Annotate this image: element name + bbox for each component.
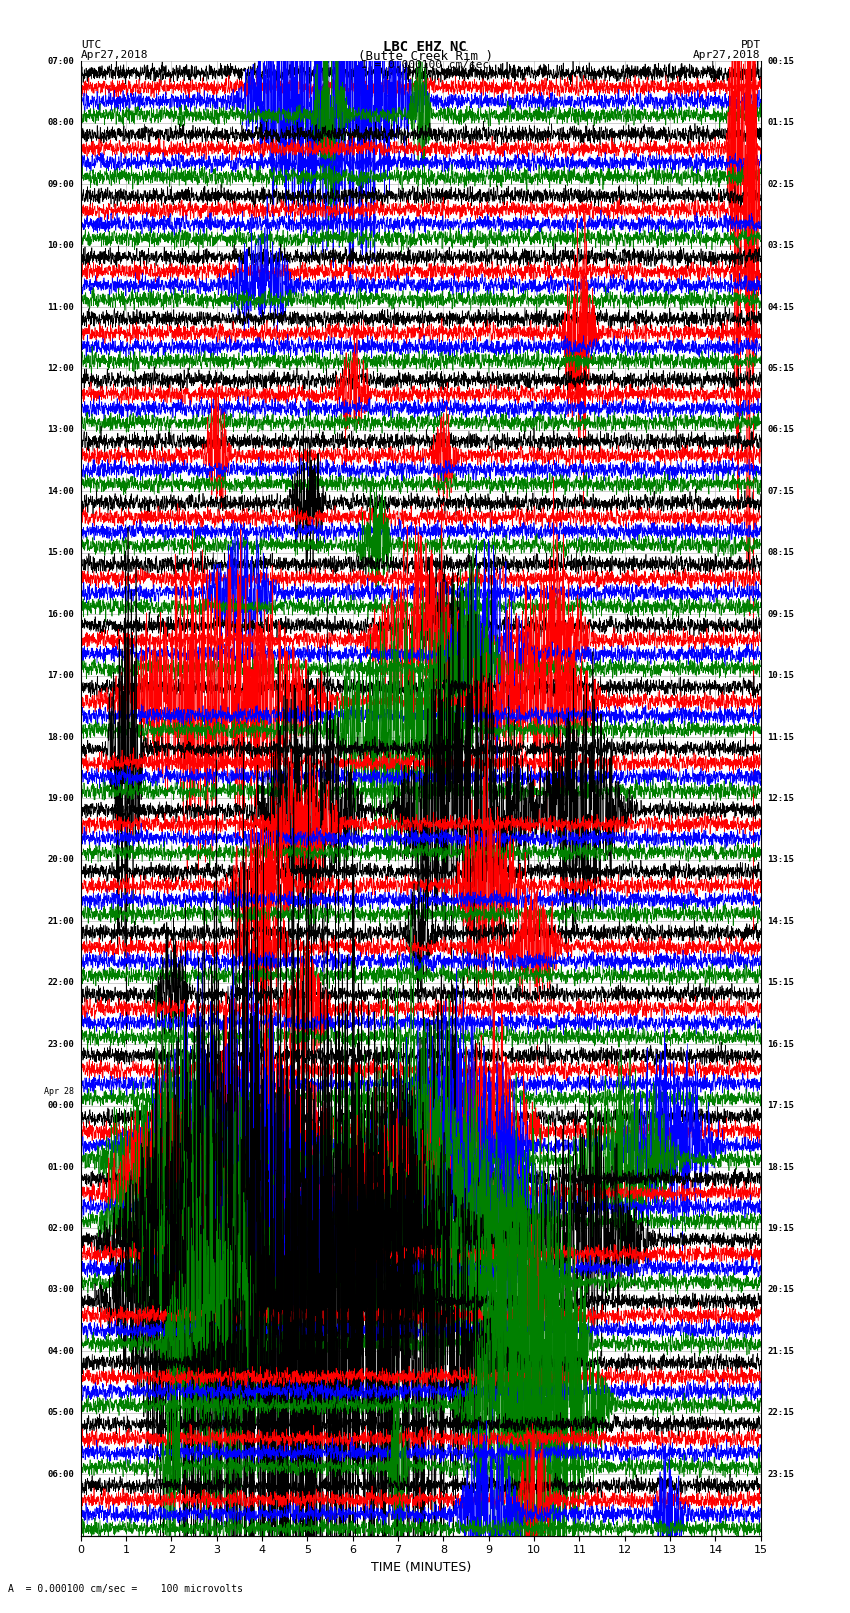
Text: Apr27,2018: Apr27,2018 [694, 50, 761, 60]
Text: 09:00: 09:00 [47, 179, 74, 189]
Text: LBC EHZ NC: LBC EHZ NC [383, 40, 467, 55]
Text: 19:00: 19:00 [47, 794, 74, 803]
Text: (Butte Creek Rim ): (Butte Creek Rim ) [358, 50, 492, 63]
Text: 14:00: 14:00 [47, 487, 74, 495]
Text: 02:00: 02:00 [47, 1224, 74, 1232]
Text: 09:15: 09:15 [768, 610, 795, 619]
Text: 08:00: 08:00 [47, 118, 74, 127]
Text: 23:00: 23:00 [47, 1040, 74, 1048]
Text: 22:00: 22:00 [47, 977, 74, 987]
Text: PDT: PDT [740, 40, 761, 50]
Text: 06:00: 06:00 [47, 1469, 74, 1479]
Text: 20:00: 20:00 [47, 855, 74, 865]
Text: 10:00: 10:00 [47, 240, 74, 250]
Text: 01:15: 01:15 [768, 118, 795, 127]
Text: 18:00: 18:00 [47, 732, 74, 742]
Text: 13:00: 13:00 [47, 426, 74, 434]
Text: 19:15: 19:15 [768, 1224, 795, 1232]
Text: 01:00: 01:00 [47, 1163, 74, 1171]
Text: 11:00: 11:00 [47, 303, 74, 311]
Text: 21:00: 21:00 [47, 916, 74, 926]
Text: 04:00: 04:00 [47, 1347, 74, 1357]
Text: 18:15: 18:15 [768, 1163, 795, 1171]
Text: 17:00: 17:00 [47, 671, 74, 681]
Text: 20:15: 20:15 [768, 1286, 795, 1294]
Text: 15:15: 15:15 [768, 977, 795, 987]
Text: 00:00: 00:00 [47, 1102, 74, 1110]
Text: 16:15: 16:15 [768, 1040, 795, 1048]
Text: 06:15: 06:15 [768, 426, 795, 434]
Text: A  = 0.000100 cm/sec =    100 microvolts: A = 0.000100 cm/sec = 100 microvolts [8, 1584, 243, 1594]
Text: 07:00: 07:00 [47, 56, 74, 66]
Text: 11:15: 11:15 [768, 732, 795, 742]
Text: 10:15: 10:15 [768, 671, 795, 681]
Text: 07:15: 07:15 [768, 487, 795, 495]
Text: 00:15: 00:15 [768, 56, 795, 66]
Text: 16:00: 16:00 [47, 610, 74, 619]
Text: 04:15: 04:15 [768, 303, 795, 311]
Text: 12:00: 12:00 [47, 365, 74, 373]
Text: 17:15: 17:15 [768, 1102, 795, 1110]
Text: UTC: UTC [81, 40, 101, 50]
Text: 21:15: 21:15 [768, 1347, 795, 1357]
Text: 05:00: 05:00 [47, 1408, 74, 1418]
Text: 08:15: 08:15 [768, 548, 795, 556]
Text: 12:15: 12:15 [768, 794, 795, 803]
Text: 22:15: 22:15 [768, 1408, 795, 1418]
Text: I = 0.000100 cm/sec: I = 0.000100 cm/sec [361, 60, 489, 69]
Text: 05:15: 05:15 [768, 365, 795, 373]
Text: 02:15: 02:15 [768, 179, 795, 189]
Text: 14:15: 14:15 [768, 916, 795, 926]
Text: Apr 28: Apr 28 [44, 1087, 74, 1097]
Text: 15:00: 15:00 [47, 548, 74, 556]
X-axis label: TIME (MINUTES): TIME (MINUTES) [371, 1561, 471, 1574]
Text: 03:15: 03:15 [768, 240, 795, 250]
Text: 03:00: 03:00 [47, 1286, 74, 1294]
Text: 13:15: 13:15 [768, 855, 795, 865]
Text: Apr27,2018: Apr27,2018 [81, 50, 148, 60]
Text: 23:15: 23:15 [768, 1469, 795, 1479]
